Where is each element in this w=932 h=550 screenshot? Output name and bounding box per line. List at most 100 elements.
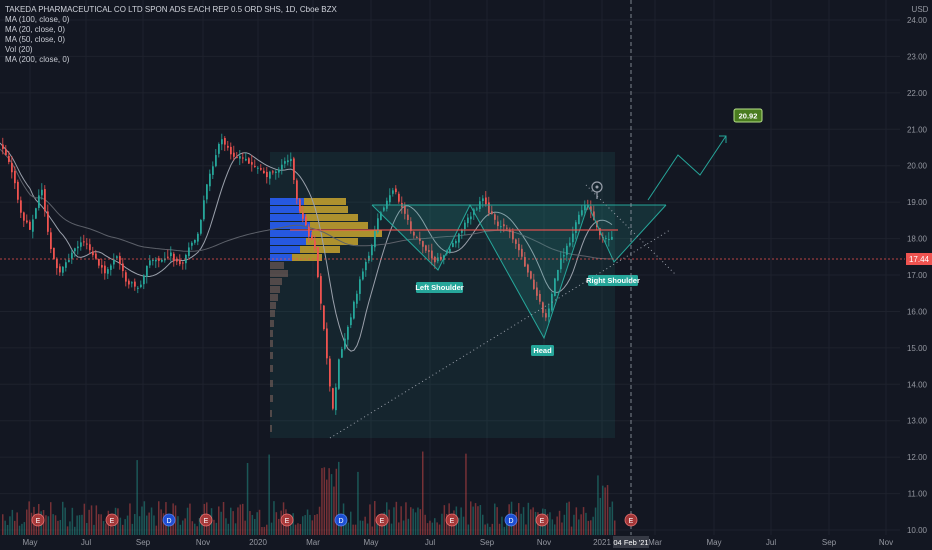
price-tag-text: 17.44 — [909, 255, 930, 264]
time-tick: Jul — [766, 538, 776, 547]
volume-bar — [110, 524, 112, 535]
volume-bar — [407, 518, 410, 535]
volume-bar — [278, 518, 280, 535]
candle-body — [98, 259, 100, 266]
candle-body — [122, 263, 124, 272]
event-marker[interactable]: D — [162, 513, 176, 527]
event-marker[interactable]: E — [624, 513, 638, 527]
volume-bar — [2, 514, 4, 535]
volume-bar — [239, 504, 242, 535]
candle-body — [74, 248, 76, 252]
event-letter: E — [36, 518, 41, 525]
time-tick: Nov — [196, 538, 210, 547]
candle-body — [356, 293, 358, 304]
indicator-ma100[interactable]: MA (100, close, 0) — [5, 15, 70, 24]
arrow-head-icon — [719, 135, 727, 143]
earnings-icon — [280, 513, 294, 527]
volume-bar — [400, 506, 402, 535]
event-marker[interactable]: E — [445, 513, 459, 527]
event-marker[interactable]: E — [535, 513, 549, 527]
volume-bar — [402, 520, 405, 535]
vp-bar-low — [270, 340, 273, 347]
vp-bar-down — [306, 238, 358, 245]
candle-body — [536, 287, 538, 296]
candle-body — [224, 138, 226, 145]
indicator-ma50[interactable]: MA (50, close, 0) — [5, 35, 66, 44]
event-marker[interactable]: D — [334, 513, 348, 527]
volume-bar — [491, 523, 494, 535]
vp-bar-down — [300, 246, 340, 253]
volume-bar — [66, 526, 69, 535]
ma-20-line — [0, 142, 613, 352]
candle-body — [305, 216, 307, 226]
indicator-ma20[interactable]: MA (20, close, 0) — [5, 25, 66, 34]
volume-bar — [306, 509, 309, 535]
volume-bar — [614, 520, 616, 535]
volume-bar — [496, 507, 498, 535]
volume-bar — [434, 518, 436, 535]
volume-bar — [102, 521, 105, 535]
volume-bar — [11, 509, 14, 535]
candle-body — [113, 259, 115, 265]
volume-bar — [62, 501, 64, 535]
candle-body — [530, 271, 532, 279]
candle-body — [110, 265, 112, 270]
candle-body — [257, 167, 259, 169]
volume-bar — [462, 516, 465, 535]
event-letter: E — [285, 518, 290, 525]
volume-bar — [587, 520, 590, 535]
label-head: Head — [531, 345, 554, 356]
candle-body — [2, 144, 4, 149]
candle-body — [314, 240, 316, 249]
event-marker[interactable]: E — [375, 513, 389, 527]
volume-bar — [311, 520, 314, 535]
time-tick: 2020 — [249, 538, 267, 547]
volume-bar — [417, 507, 419, 535]
indicator-ma200[interactable]: MA (200, close, 0) — [5, 55, 70, 64]
event-marker[interactable]: E — [105, 513, 119, 527]
event-marker[interactable]: E — [31, 513, 45, 527]
indicator-vol[interactable]: Vol (20) — [5, 45, 33, 54]
volume-bar — [23, 522, 26, 535]
volume-bar — [208, 524, 210, 535]
volume-bar — [290, 525, 292, 535]
candle-body — [266, 171, 268, 178]
volume-bar — [90, 505, 93, 535]
volume-bar — [362, 520, 364, 535]
event-marker[interactable]: E — [199, 513, 213, 527]
volume-bar — [592, 516, 594, 535]
candle-body — [47, 211, 49, 232]
volume-bar — [578, 519, 580, 535]
candle-body — [128, 280, 130, 285]
volume-bar — [479, 505, 482, 535]
price-tick: 18.00 — [907, 235, 928, 244]
candle-body — [347, 326, 349, 340]
price-tick: 16.00 — [907, 307, 928, 316]
candle-body — [485, 197, 487, 205]
event-marker[interactable]: D — [504, 513, 518, 527]
trendline-support — [329, 229, 671, 439]
candle-body — [500, 226, 502, 228]
volume-bar — [141, 506, 143, 535]
volume-bar — [232, 511, 234, 535]
candle-body — [38, 195, 40, 208]
candle-body — [95, 253, 97, 259]
head-shoulders-pattern — [371, 203, 667, 340]
volume-bar — [321, 468, 323, 535]
volume-bar — [57, 520, 59, 535]
event-marker[interactable]: E — [280, 513, 294, 527]
volume-bar — [326, 479, 328, 535]
candle-body — [527, 264, 529, 273]
candle-body — [80, 242, 82, 247]
volume-bar — [359, 520, 362, 535]
volume-bar — [340, 521, 342, 535]
candle-body — [161, 259, 163, 262]
volume-bar — [119, 517, 122, 535]
candle-body — [251, 162, 253, 165]
candle-body — [137, 287, 139, 289]
volume-bar — [438, 524, 441, 535]
volume-bar — [124, 519, 126, 535]
volume-bar — [575, 507, 578, 535]
